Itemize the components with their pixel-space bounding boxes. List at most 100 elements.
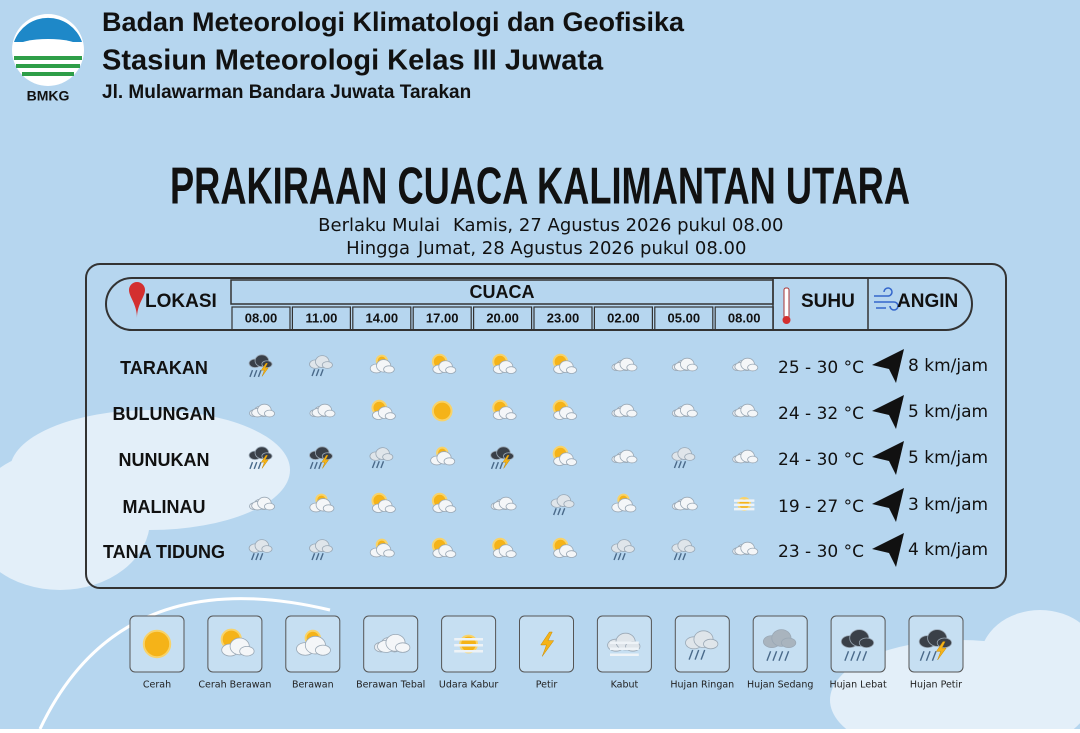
cloud — [492, 360, 517, 374]
temperature: 24 - 30 °C — [778, 450, 864, 470]
cloud — [674, 403, 698, 418]
bolt — [540, 631, 555, 657]
time-cell — [352, 306, 412, 331]
column-header: SUHU — [801, 291, 855, 312]
rain — [766, 650, 772, 662]
table-frame — [85, 263, 1007, 589]
legend-icon — [373, 633, 411, 653]
cloud-part — [505, 412, 517, 420]
legend-label: Hujan Sedang — [747, 680, 813, 691]
weather-icon — [732, 449, 759, 464]
weather-icon — [490, 446, 515, 470]
rain — [495, 461, 500, 470]
cloud — [611, 539, 635, 553]
cloud — [492, 406, 517, 420]
legend-label: Cerah — [143, 680, 171, 691]
cloud-part — [703, 638, 719, 650]
time-label: 05.00 — [668, 310, 701, 325]
location: BULUNGAN — [113, 404, 216, 424]
weather-icon — [611, 493, 637, 513]
legend-label: Cerah Berawan — [198, 680, 271, 691]
rain — [315, 369, 320, 377]
cloud — [251, 496, 275, 511]
time-label: 08.00 — [245, 310, 278, 325]
wind-icon — [874, 287, 899, 311]
cloud-part — [314, 644, 331, 656]
weather-icon — [552, 399, 578, 420]
legend-icon — [454, 634, 483, 654]
cloud-part — [566, 366, 578, 374]
rain — [678, 461, 682, 469]
cloud — [734, 449, 759, 464]
weather-icon — [552, 353, 578, 374]
weather-icon — [248, 354, 273, 378]
cloud-part — [566, 412, 578, 420]
rain — [259, 553, 264, 561]
cloud — [613, 403, 638, 418]
cloud — [369, 447, 394, 461]
weather-icon — [492, 399, 517, 420]
rain — [319, 369, 324, 377]
legend-label: Udara Kabur — [439, 680, 498, 691]
rain — [315, 553, 320, 561]
cloud — [377, 633, 411, 653]
header-line: Stasiun Meteorologi Kelas III Juwata — [102, 45, 604, 77]
legend-icon — [607, 632, 641, 657]
weather-icon — [309, 355, 333, 377]
weather-icon — [611, 357, 638, 372]
header-line: Jl. Mulawarman Bandara Juwata Tarakan — [102, 82, 471, 103]
cloud-part — [384, 505, 396, 513]
cloud-part — [505, 550, 517, 558]
rain — [557, 508, 562, 516]
cloud-part — [395, 642, 411, 653]
weather-icon — [371, 492, 396, 513]
cloud — [311, 403, 336, 418]
cloud-part — [626, 363, 638, 372]
rain — [313, 461, 318, 470]
wind-speed: 3 km/jam — [908, 495, 988, 515]
location: MALINAU — [123, 497, 206, 517]
cloud — [734, 403, 759, 418]
weather-icon — [492, 537, 517, 558]
weather-icon — [732, 403, 759, 418]
cloud-part — [566, 550, 578, 558]
rain — [844, 650, 850, 662]
rain — [772, 650, 778, 662]
rain — [919, 650, 925, 662]
time-label: 20.00 — [486, 310, 519, 325]
weather-icon — [671, 496, 698, 511]
weather-icon — [734, 497, 755, 511]
weather-icon — [369, 538, 395, 558]
time-cell — [714, 306, 774, 331]
column-header: CUACA — [470, 282, 535, 302]
cloud — [613, 449, 638, 464]
cloud-part — [321, 545, 333, 553]
validity-date: Kamis, 27 Agustus 2026 pukul 08.00 — [453, 215, 784, 236]
location: TARAKAN — [120, 358, 208, 378]
cloud-part — [505, 502, 517, 511]
cloud-part — [563, 500, 575, 508]
time-cell — [593, 306, 654, 331]
cloud-part — [747, 547, 759, 556]
cloud-part — [384, 412, 396, 420]
column-header: ANGIN — [897, 291, 958, 312]
location: NUNUKAN — [119, 450, 210, 470]
cloud-part — [566, 458, 578, 466]
cloud — [492, 496, 517, 511]
cloud — [309, 539, 333, 553]
weather-icon — [248, 539, 273, 561]
time-label: 17.00 — [426, 310, 459, 325]
rain — [673, 553, 678, 561]
weather-icon — [431, 400, 453, 422]
time-label: 14.00 — [366, 310, 399, 325]
cloud-part — [322, 504, 335, 513]
rain — [682, 461, 687, 469]
rain — [249, 461, 254, 470]
rain — [311, 553, 316, 561]
rain — [694, 649, 700, 660]
legend-icon — [540, 631, 555, 657]
cloud — [553, 360, 578, 374]
cloud — [296, 635, 331, 656]
thermometer-icon — [782, 316, 791, 324]
rain — [309, 461, 314, 470]
